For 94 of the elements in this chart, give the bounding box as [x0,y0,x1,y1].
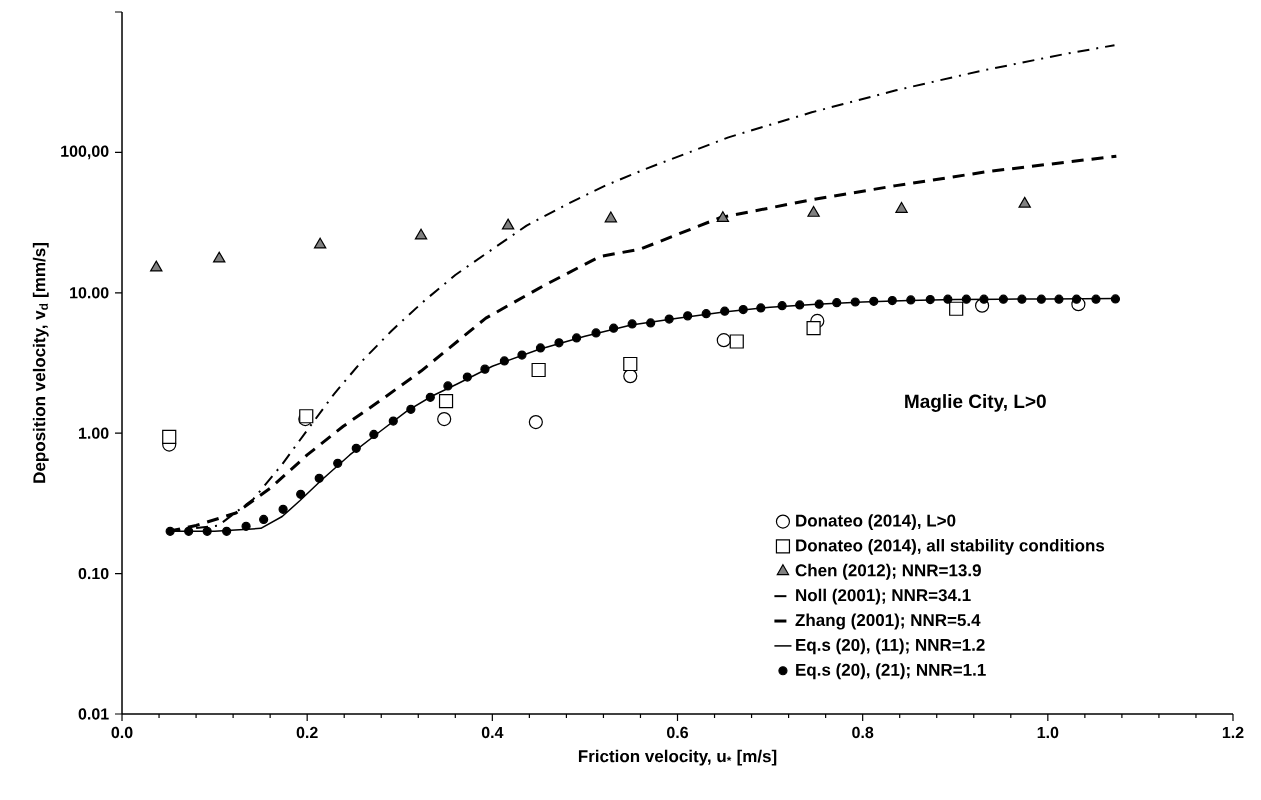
point [701,309,711,319]
point [184,526,194,536]
y-tick-label: 10.00 [70,287,109,299]
point [646,318,656,328]
x-tick-label: 0.2 [296,726,318,739]
point [165,526,175,536]
point [850,297,860,307]
point [716,333,731,348]
point [222,526,232,536]
point [480,364,490,374]
annotation: Maglie City, L>0 [905,394,1046,412]
point [425,392,435,402]
point [1110,294,1121,304]
point [535,343,546,353]
y-tick-label: 100,00 [61,145,109,160]
point [906,295,916,305]
x-tick-label: 0.4 [481,726,504,739]
point [531,362,546,378]
x-tick-label: 0.0 [111,726,133,739]
x-tick-label: 1.2 [1222,726,1244,739]
point [943,294,953,304]
point [664,314,674,324]
point [369,429,379,440]
point [414,228,428,240]
legend-label: Eq.s (20), (21); NNR=1.1 [796,663,986,680]
point [832,298,842,308]
point [1054,294,1064,304]
point [571,333,582,343]
x-tick-label: 0.8 [852,726,874,739]
point [528,414,543,430]
point [591,328,601,338]
point [949,301,964,316]
point [351,443,361,453]
point [437,412,452,427]
legend-label: Zhang (2001); NNR=5.4 [795,613,981,630]
y-tick-label: 1.00 [79,427,109,439]
point [150,260,163,272]
point [438,394,454,409]
point [925,294,935,305]
point [1017,294,1027,304]
point [716,211,730,223]
point [738,304,748,315]
point [1036,294,1046,304]
point [756,303,766,313]
x-axis-title: Friction velocity, u$_{*}$ [m/s] [578,749,777,766]
point [443,381,453,391]
point [406,404,416,414]
legend-label: Donateo (2014), L>0 [796,514,956,530]
point [162,429,177,445]
point [729,334,744,349]
legend-label: Chen (2012); NNR=13.9 [795,563,981,580]
point [462,372,472,382]
point [627,319,637,329]
point [683,311,693,321]
point [501,218,515,230]
x-tick-label: 0.6 [667,726,689,739]
point [887,295,897,306]
point [961,294,971,304]
point [623,356,638,372]
point [777,301,787,311]
legend-label: Eq.s (20), (11); NNR=1.2 [796,638,985,655]
legend-label: Noll (2001); NNR=34.1 [796,588,971,605]
point [604,211,618,223]
point [499,356,509,366]
point [998,294,1008,304]
legend-label: Donateo (2014), all stability conditions [796,539,1105,555]
point [807,205,820,217]
point [202,526,212,536]
point [241,521,251,531]
point [795,300,805,310]
point [517,350,527,360]
point [554,338,564,348]
point [212,251,226,263]
point [296,489,306,499]
y-tick-label: 0.01 [78,708,109,720]
x-tick-label: 1.0 [1037,726,1059,739]
point [1071,294,1082,304]
y-tick-label: 0.10 [78,567,109,580]
point [259,514,269,525]
point [869,296,879,306]
y-axis-title: Deposition velocity, v$_{d}$ [mm/s] [32,243,49,483]
point [806,321,821,336]
point [1018,196,1031,208]
point [388,416,398,426]
point [895,201,908,213]
point [814,299,824,309]
point [314,473,324,483]
point [278,504,288,514]
point [333,458,343,468]
point [313,237,327,249]
point [1091,294,1101,304]
point [609,323,619,333]
point [979,294,989,304]
point [720,306,730,316]
